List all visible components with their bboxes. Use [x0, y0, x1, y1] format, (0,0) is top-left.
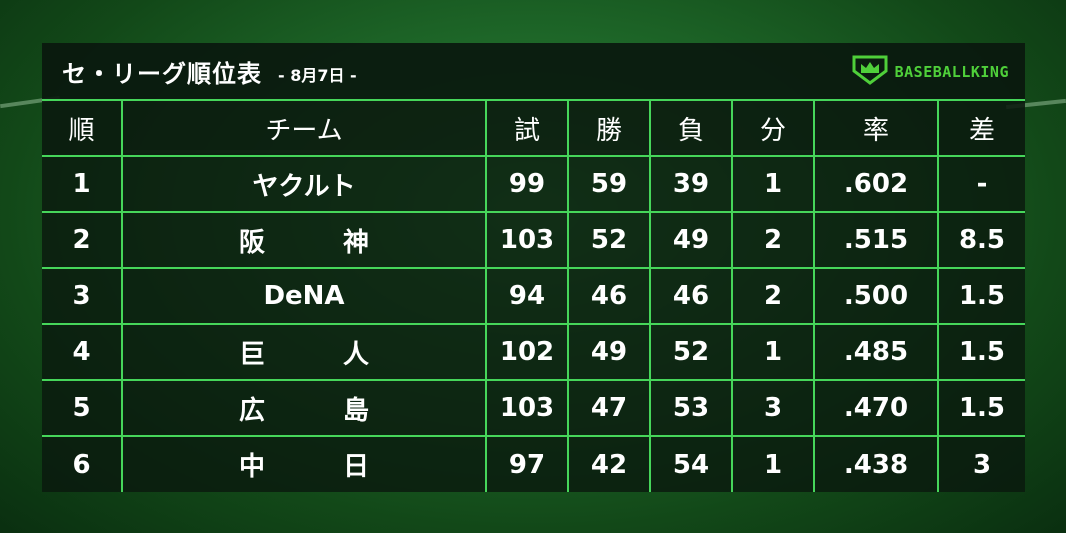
losses-cell: 54	[649, 435, 733, 492]
date-label: - 8月7日 -	[278, 66, 357, 85]
rank-cell: 2	[42, 211, 123, 269]
wins-cell: 59	[567, 155, 651, 213]
col-header-gb: 差	[937, 99, 1025, 157]
team-name-part: 人	[342, 339, 369, 370]
col-header-pct: 率	[813, 99, 939, 157]
losses-cell: 46	[649, 267, 733, 325]
wins-cell: 47	[567, 379, 651, 437]
losses-cell: 39	[649, 155, 733, 213]
losses-cell: 53	[649, 379, 733, 437]
team-name-part: 島	[342, 395, 369, 426]
games-behind-cell: 3	[937, 435, 1025, 492]
team-name-part: 神	[342, 227, 369, 258]
games-cell: 99	[485, 155, 569, 213]
pct-cell: .500	[813, 267, 939, 325]
table-row: 5 広 島 103 47 53 3 .470 1.5	[42, 379, 1025, 437]
standings-board: セ・リーグ順位表 - 8月7日 - BASEBALLKING 順 チーム 試 勝…	[42, 43, 1025, 492]
games-behind-cell: -	[937, 155, 1025, 213]
team-name-part: 阪	[239, 227, 266, 258]
team-cell: 巨 人	[121, 323, 487, 381]
rank-cell: 4	[42, 323, 123, 381]
col-header-rank: 順	[42, 99, 123, 157]
games-behind-cell: 1.5	[937, 267, 1025, 325]
page-title: セ・リーグ順位表	[62, 59, 262, 88]
table-row: 1 ヤクルト 99 59 39 1 .602 -	[42, 155, 1025, 213]
games-cell: 102	[485, 323, 569, 381]
rank-cell: 3	[42, 267, 123, 325]
ties-cell: 2	[731, 267, 815, 325]
brand-logo: BASEBALLKING	[851, 55, 1009, 89]
table-row: 4 巨 人 102 49 52 1 .485 1.5	[42, 323, 1025, 381]
losses-cell: 49	[649, 211, 733, 269]
brand-logo-text: BASEBALLKING	[894, 63, 1009, 81]
team-cell: DeNA	[121, 267, 487, 325]
games-behind-cell: 1.5	[937, 379, 1025, 437]
games-cell: 103	[485, 211, 569, 269]
table-row: 6 中 日 97 42 54 1 .438 3	[42, 435, 1025, 492]
team-cell: 広 島	[121, 379, 487, 437]
wins-cell: 49	[567, 323, 651, 381]
board-header: セ・リーグ順位表 - 8月7日 - BASEBALLKING	[42, 43, 1025, 99]
games-cell: 103	[485, 379, 569, 437]
rank-cell: 1	[42, 155, 123, 213]
standings-table: 順 チーム 試 勝 負 分 率 差 1 ヤクルト 99 59 39 1 .602…	[42, 99, 1025, 492]
games-cell: 97	[485, 435, 569, 492]
wins-cell: 52	[567, 211, 651, 269]
col-header-team: チーム	[121, 99, 487, 157]
team-name-part: 巨	[239, 339, 266, 370]
col-header-ties: 分	[731, 99, 815, 157]
team-name-part: 中	[239, 452, 266, 482]
pct-cell: .485	[813, 323, 939, 381]
col-header-wins: 勝	[567, 99, 651, 157]
games-behind-cell: 1.5	[937, 323, 1025, 381]
ties-cell: 1	[731, 435, 815, 492]
ties-cell: 1	[731, 323, 815, 381]
col-header-games: 試	[485, 99, 569, 157]
wins-cell: 42	[567, 435, 651, 492]
games-behind-cell: 8.5	[937, 211, 1025, 269]
ties-cell: 1	[731, 155, 815, 213]
col-header-losses: 負	[649, 99, 733, 157]
losses-cell: 52	[649, 323, 733, 381]
table-header-row: 順 チーム 試 勝 負 分 率 差	[42, 99, 1025, 157]
ties-cell: 3	[731, 379, 815, 437]
table-row: 3 DeNA 94 46 46 2 .500 1.5	[42, 267, 1025, 325]
rank-cell: 6	[42, 435, 123, 492]
rank-cell: 5	[42, 379, 123, 437]
pct-cell: .515	[813, 211, 939, 269]
crown-shield-icon	[851, 55, 889, 89]
table-row: 2 阪 神 103 52 49 2 .515 8.5	[42, 211, 1025, 269]
team-cell: 阪 神	[121, 211, 487, 269]
team-name-part: 日	[342, 452, 369, 482]
wins-cell: 46	[567, 267, 651, 325]
team-name-part: 広	[239, 395, 266, 426]
games-cell: 94	[485, 267, 569, 325]
pct-cell: .602	[813, 155, 939, 213]
team-cell: 中 日	[121, 435, 487, 492]
pct-cell: .470	[813, 379, 939, 437]
team-cell: ヤクルト	[121, 155, 487, 213]
ties-cell: 2	[731, 211, 815, 269]
pct-cell: .438	[813, 435, 939, 492]
